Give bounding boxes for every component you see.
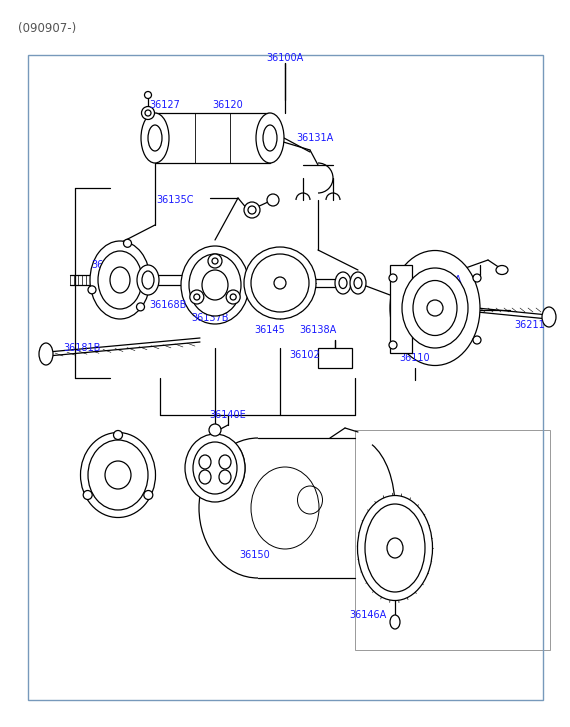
Ellipse shape (137, 265, 159, 295)
Ellipse shape (219, 470, 231, 484)
Text: 36150: 36150 (239, 550, 270, 560)
Ellipse shape (212, 258, 218, 264)
Ellipse shape (202, 270, 228, 300)
Text: 36146A: 36146A (349, 610, 386, 620)
Ellipse shape (335, 272, 351, 294)
Ellipse shape (193, 442, 237, 494)
Bar (28, 55, 543, 700)
Ellipse shape (209, 424, 221, 436)
Ellipse shape (39, 343, 53, 365)
Text: 36143A: 36143A (91, 260, 129, 270)
Ellipse shape (473, 274, 481, 282)
Ellipse shape (496, 265, 508, 275)
Ellipse shape (189, 254, 241, 316)
Ellipse shape (145, 110, 151, 116)
Text: 36170: 36170 (103, 483, 133, 493)
Ellipse shape (402, 268, 468, 348)
Text: 36168B: 36168B (149, 300, 187, 310)
Ellipse shape (427, 300, 443, 316)
Ellipse shape (148, 125, 162, 151)
Ellipse shape (339, 278, 347, 289)
Ellipse shape (136, 303, 145, 311)
Ellipse shape (390, 251, 480, 366)
Ellipse shape (263, 125, 277, 151)
Ellipse shape (350, 272, 366, 294)
Text: 36181B: 36181B (63, 343, 101, 353)
Ellipse shape (208, 254, 222, 268)
Ellipse shape (230, 294, 236, 300)
Ellipse shape (390, 615, 400, 629)
Text: 36211: 36211 (515, 320, 545, 330)
Ellipse shape (389, 274, 397, 282)
Ellipse shape (473, 336, 481, 344)
Ellipse shape (248, 206, 256, 214)
Ellipse shape (413, 281, 457, 335)
Ellipse shape (145, 92, 152, 98)
Ellipse shape (267, 194, 279, 206)
Ellipse shape (90, 241, 150, 319)
Text: 36100A: 36100A (266, 53, 304, 63)
Bar (155, 113, 270, 163)
Bar (390, 265, 412, 353)
Text: 36140E: 36140E (210, 410, 246, 420)
Ellipse shape (88, 440, 148, 510)
Text: 36131A: 36131A (296, 133, 333, 143)
Ellipse shape (542, 307, 556, 327)
Ellipse shape (141, 113, 169, 163)
Ellipse shape (251, 254, 309, 312)
Text: 36102: 36102 (290, 350, 320, 360)
Text: 36120: 36120 (213, 100, 243, 110)
Text: 36137B: 36137B (192, 313, 229, 323)
Ellipse shape (88, 286, 96, 294)
Ellipse shape (199, 470, 211, 484)
Ellipse shape (113, 430, 123, 440)
Ellipse shape (144, 491, 153, 499)
Ellipse shape (244, 202, 260, 218)
Ellipse shape (181, 246, 249, 324)
Ellipse shape (357, 496, 433, 601)
Text: (090907-): (090907-) (18, 22, 76, 35)
Ellipse shape (98, 251, 142, 309)
Text: 36127: 36127 (149, 100, 181, 110)
Bar (355, 430, 550, 650)
Ellipse shape (387, 538, 403, 558)
Ellipse shape (80, 433, 156, 518)
Bar (318, 348, 352, 368)
Ellipse shape (124, 239, 132, 247)
Ellipse shape (110, 267, 130, 293)
Ellipse shape (141, 106, 154, 119)
Ellipse shape (105, 461, 131, 489)
Ellipse shape (194, 294, 200, 300)
Ellipse shape (142, 271, 154, 289)
Ellipse shape (256, 113, 284, 163)
Ellipse shape (389, 341, 397, 349)
Ellipse shape (199, 455, 211, 469)
Text: 36145: 36145 (255, 325, 286, 335)
Text: 36135C: 36135C (156, 195, 194, 205)
Text: 36117A: 36117A (424, 275, 462, 285)
Ellipse shape (274, 277, 286, 289)
Ellipse shape (244, 247, 316, 319)
Ellipse shape (83, 491, 92, 499)
Text: 36110: 36110 (400, 353, 430, 363)
Ellipse shape (365, 504, 425, 592)
Ellipse shape (354, 278, 362, 289)
Text: 36138A: 36138A (299, 325, 337, 335)
Ellipse shape (226, 290, 240, 304)
Ellipse shape (219, 455, 231, 469)
Ellipse shape (185, 434, 245, 502)
Ellipse shape (190, 290, 204, 304)
